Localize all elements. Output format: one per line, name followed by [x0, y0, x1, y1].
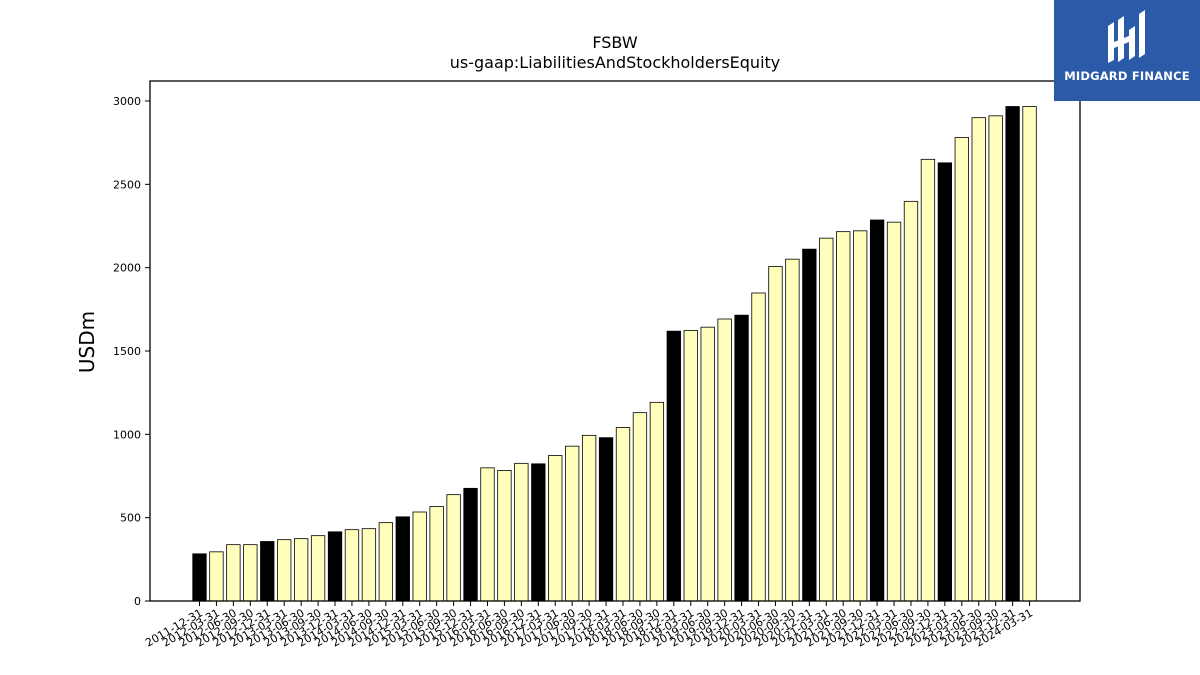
y-tick-label: 3000 [113, 95, 141, 108]
bar [903, 200, 919, 602]
bar [869, 219, 885, 602]
bar [531, 463, 546, 602]
bar [853, 230, 868, 602]
bar [565, 445, 580, 602]
brand-logo: MIDGARD FINANCE [1054, 0, 1200, 101]
bar [344, 529, 360, 602]
bar [649, 401, 665, 602]
x-ticks-group: 2011-12-312012-03-312012-06-302012-09-30… [143, 601, 1035, 650]
bar [209, 551, 224, 602]
y-axis-label: USDm [75, 311, 99, 373]
y-tick-label: 500 [120, 512, 141, 525]
bar [683, 330, 698, 602]
bar [293, 538, 309, 602]
bar [581, 434, 597, 602]
bar [463, 487, 478, 602]
y-tick-label: 1000 [113, 428, 141, 441]
bar [666, 330, 681, 602]
bar [768, 266, 783, 602]
bar [192, 553, 207, 602]
bar [243, 544, 258, 602]
bar [395, 516, 410, 602]
plot-frame [149, 80, 1081, 602]
brand-name: MIDGARD FINANCE [1064, 69, 1190, 83]
bar [954, 137, 969, 602]
bar [1022, 106, 1037, 602]
bar [836, 231, 851, 602]
y-ticks-group: 0 500 1000 1500 2000 2500 3000 [113, 95, 150, 608]
bar [819, 237, 834, 602]
bar [327, 531, 343, 602]
bar [480, 467, 495, 602]
bar [310, 535, 326, 602]
bar [446, 494, 461, 602]
bar [598, 437, 614, 602]
bar [514, 462, 529, 602]
bar [937, 162, 953, 602]
bar [886, 221, 902, 602]
bar [717, 318, 732, 602]
bar [429, 506, 444, 602]
midgard-logo-icon [1108, 10, 1145, 63]
bar [260, 541, 275, 602]
bar [412, 511, 427, 602]
bar [734, 314, 749, 602]
bar [751, 292, 766, 602]
bar [920, 158, 936, 602]
bar [615, 427, 631, 602]
y-tick-label: 0 [134, 595, 141, 608]
bar [632, 412, 648, 602]
y-tick-label: 2500 [113, 178, 141, 191]
bar [378, 522, 393, 602]
bar [226, 544, 241, 602]
bars-group [192, 106, 1037, 602]
bar [277, 539, 292, 602]
bar [497, 470, 512, 602]
bar [1005, 106, 1020, 602]
y-tick-label: 2000 [113, 262, 141, 275]
bar [988, 115, 1003, 602]
chart-subtitle: us-gaap:LiabilitiesAndStockholdersEquity [450, 53, 781, 72]
bar [802, 248, 817, 602]
bar [548, 455, 563, 602]
bar [700, 326, 715, 602]
bar [361, 528, 377, 602]
bar [785, 258, 800, 602]
chart-title: FSBW [592, 33, 637, 52]
bar [971, 117, 986, 602]
y-tick-label: 1500 [113, 345, 141, 358]
